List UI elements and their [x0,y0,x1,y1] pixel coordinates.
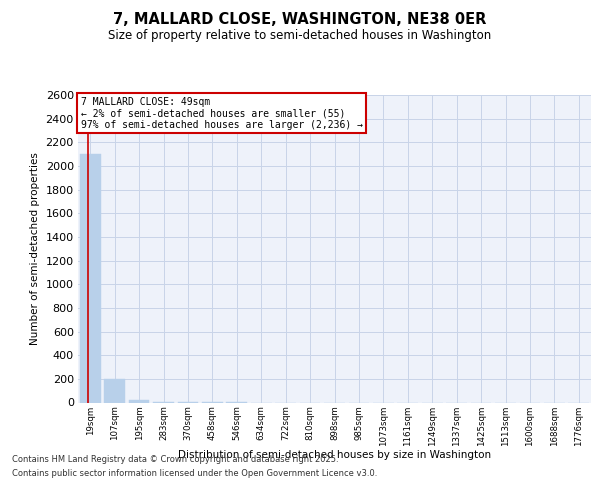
Bar [104,379,125,402]
Text: Contains public sector information licensed under the Open Government Licence v3: Contains public sector information licen… [12,468,377,477]
Text: 7 MALLARD CLOSE: 49sqm
← 2% of semi-detached houses are smaller (55)
97% of semi: 7 MALLARD CLOSE: 49sqm ← 2% of semi-deta… [80,96,362,130]
Text: Size of property relative to semi-detached houses in Washington: Size of property relative to semi-detach… [109,29,491,42]
Bar [80,154,101,402]
Bar [128,400,149,402]
Text: Contains HM Land Registry data © Crown copyright and database right 2025.: Contains HM Land Registry data © Crown c… [12,455,338,464]
Text: 7, MALLARD CLOSE, WASHINGTON, NE38 0ER: 7, MALLARD CLOSE, WASHINGTON, NE38 0ER [113,12,487,28]
Y-axis label: Number of semi-detached properties: Number of semi-detached properties [30,152,40,345]
X-axis label: Distribution of semi-detached houses by size in Washington: Distribution of semi-detached houses by … [178,450,491,460]
